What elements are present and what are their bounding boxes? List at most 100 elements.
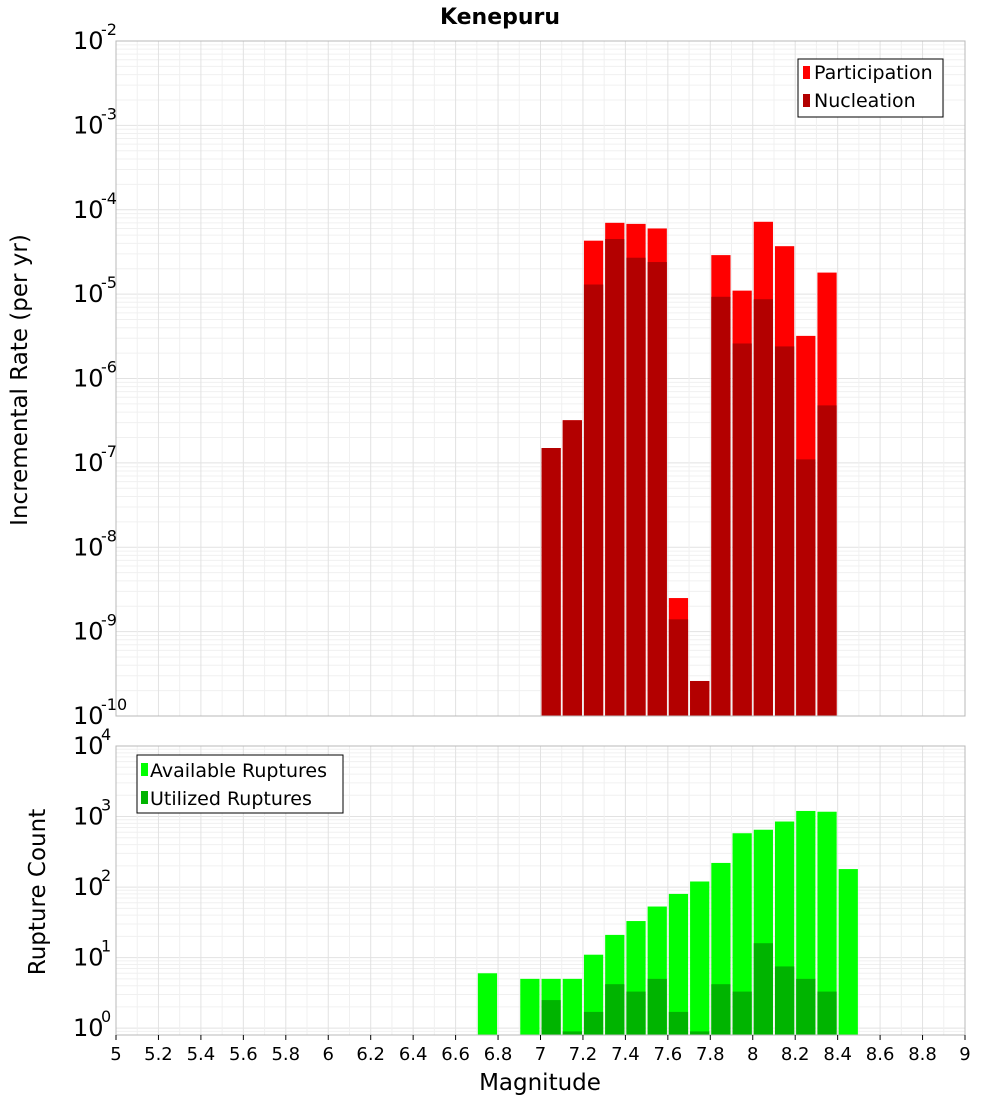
y-tick-exponent: -10 — [101, 695, 127, 714]
x-tick-label: 8.8 — [908, 1044, 937, 1065]
available-bar — [817, 811, 837, 1035]
y-tick-exponent: -3 — [101, 104, 117, 123]
incremental-rate-plot-frame — [115, 40, 966, 717]
x-tick-label: 5.6 — [229, 1044, 258, 1065]
nucleation-bar — [541, 448, 561, 716]
available-bar — [732, 833, 752, 1035]
nucleation-bar — [796, 459, 816, 716]
y-tick-label: 10 — [73, 732, 104, 760]
utilized-bar — [668, 1011, 689, 1035]
y-tick-exponent: 4 — [101, 725, 111, 744]
x-tick-label: 6.4 — [399, 1044, 428, 1065]
nucleation-bar — [690, 680, 710, 716]
y-tick-exponent: -6 — [101, 358, 117, 377]
nucleation-bar — [732, 343, 752, 716]
y-tick-exponent: -2 — [101, 20, 117, 39]
y-tick-exponent: -9 — [101, 611, 117, 630]
y-tick-exponent: 0 — [101, 1007, 111, 1026]
y-tick-label: 10 — [73, 944, 104, 972]
available-bar — [520, 978, 540, 1035]
nucleation-bar — [626, 257, 646, 716]
x-tick-label: 6.6 — [441, 1044, 470, 1065]
incremental-rate-bars — [541, 221, 837, 717]
y-tick-exponent: 3 — [101, 796, 111, 815]
utilized-bar — [753, 943, 773, 1035]
participation-legend-swatch — [803, 66, 810, 79]
x-tick-label: 8.6 — [866, 1044, 895, 1065]
nucleation-legend-swatch — [803, 94, 810, 107]
utilized-bar — [796, 978, 816, 1035]
nucleation-bar — [647, 262, 667, 716]
y-tick-exponent: 2 — [101, 866, 111, 885]
nucleation-bar — [668, 619, 689, 716]
participation-legend-label: Participation — [814, 62, 933, 84]
nucleation-bar — [605, 239, 625, 716]
nucleation-bar — [562, 420, 582, 716]
y-tick-label: 10 — [73, 280, 104, 308]
x-tick-label: 8.4 — [823, 1044, 852, 1065]
y-tick-label: 10 — [73, 533, 104, 561]
y-tick-label: 10 — [73, 365, 104, 393]
available-bar — [668, 893, 689, 1035]
y-tick-label: 10 — [73, 803, 104, 831]
y-tick-exponent: -5 — [101, 273, 117, 292]
utilized-bar — [711, 984, 731, 1035]
nucleation-bar — [817, 405, 837, 716]
nucleation-bar — [711, 296, 731, 716]
y-tick-label: 10 — [73, 618, 104, 646]
nucleation-bar — [753, 299, 773, 716]
x-tick-label: 7.6 — [654, 1044, 683, 1065]
y-tick-label: 10 — [73, 27, 104, 55]
x-tick-label: 7.4 — [611, 1044, 640, 1065]
available-bar — [838, 869, 858, 1035]
x-tick-label: 8 — [747, 1044, 758, 1065]
available-bar — [562, 978, 582, 1035]
utilized-bar — [774, 966, 795, 1035]
x-tick-label: 6 — [323, 1044, 334, 1065]
chart-title: Kenepuru — [440, 5, 560, 30]
x-tick-label: 6.2 — [356, 1044, 385, 1065]
y-tick-exponent: -7 — [101, 442, 117, 461]
nucleation-bar — [583, 284, 604, 716]
y-tick-label: 10 — [73, 702, 104, 730]
x-tick-label: 5.2 — [144, 1044, 173, 1065]
available-bar — [477, 973, 498, 1035]
y-tick-label: 10 — [73, 873, 104, 901]
nucleation-bar — [774, 346, 795, 716]
x-tick-label: 9 — [959, 1044, 970, 1065]
incremental-rate-legend: Participation Nucleation — [797, 58, 944, 118]
x-tick-label: 5.8 — [271, 1044, 300, 1065]
rupture-count-y-axis-title: Rupture Count — [25, 809, 51, 975]
magnitude-x-axis-title: Magnitude — [479, 1070, 601, 1096]
utilized-bar — [690, 1031, 710, 1035]
x-tick-label: 7 — [535, 1044, 546, 1065]
y-tick-label: 10 — [73, 1014, 104, 1042]
utilized-bar — [647, 978, 667, 1035]
utilized-bar — [605, 984, 625, 1035]
rupture-count-legend: Available Ruptures Utilized Ruptures — [136, 754, 344, 814]
utilized-bar — [732, 991, 752, 1035]
available-ruptures-legend-label: Available Ruptures — [150, 760, 327, 782]
y-tick-exponent: 1 — [101, 937, 111, 956]
utilized-ruptures-legend-swatch — [141, 791, 148, 804]
utilized-bar — [626, 991, 646, 1035]
x-tick-label: 5.4 — [187, 1044, 216, 1065]
x-tick-label: 6.8 — [484, 1044, 513, 1065]
incremental-rate-y-axis-title: Incremental Rate (per yr) — [7, 234, 33, 526]
utilized-ruptures-legend-label: Utilized Ruptures — [150, 788, 312, 810]
x-tick-label: 7.8 — [696, 1044, 725, 1065]
available-ruptures-legend-swatch — [141, 763, 148, 776]
utilized-bar — [583, 1011, 604, 1035]
rupture-count-legend-box — [136, 754, 344, 814]
incremental-rate-legend-box — [797, 58, 944, 118]
x-tick-label: 7.2 — [569, 1044, 598, 1065]
y-tick-label: 10 — [73, 111, 104, 139]
rupture-count-bars — [477, 810, 858, 1035]
available-bar — [690, 881, 710, 1035]
y-tick-label: 10 — [73, 449, 104, 477]
